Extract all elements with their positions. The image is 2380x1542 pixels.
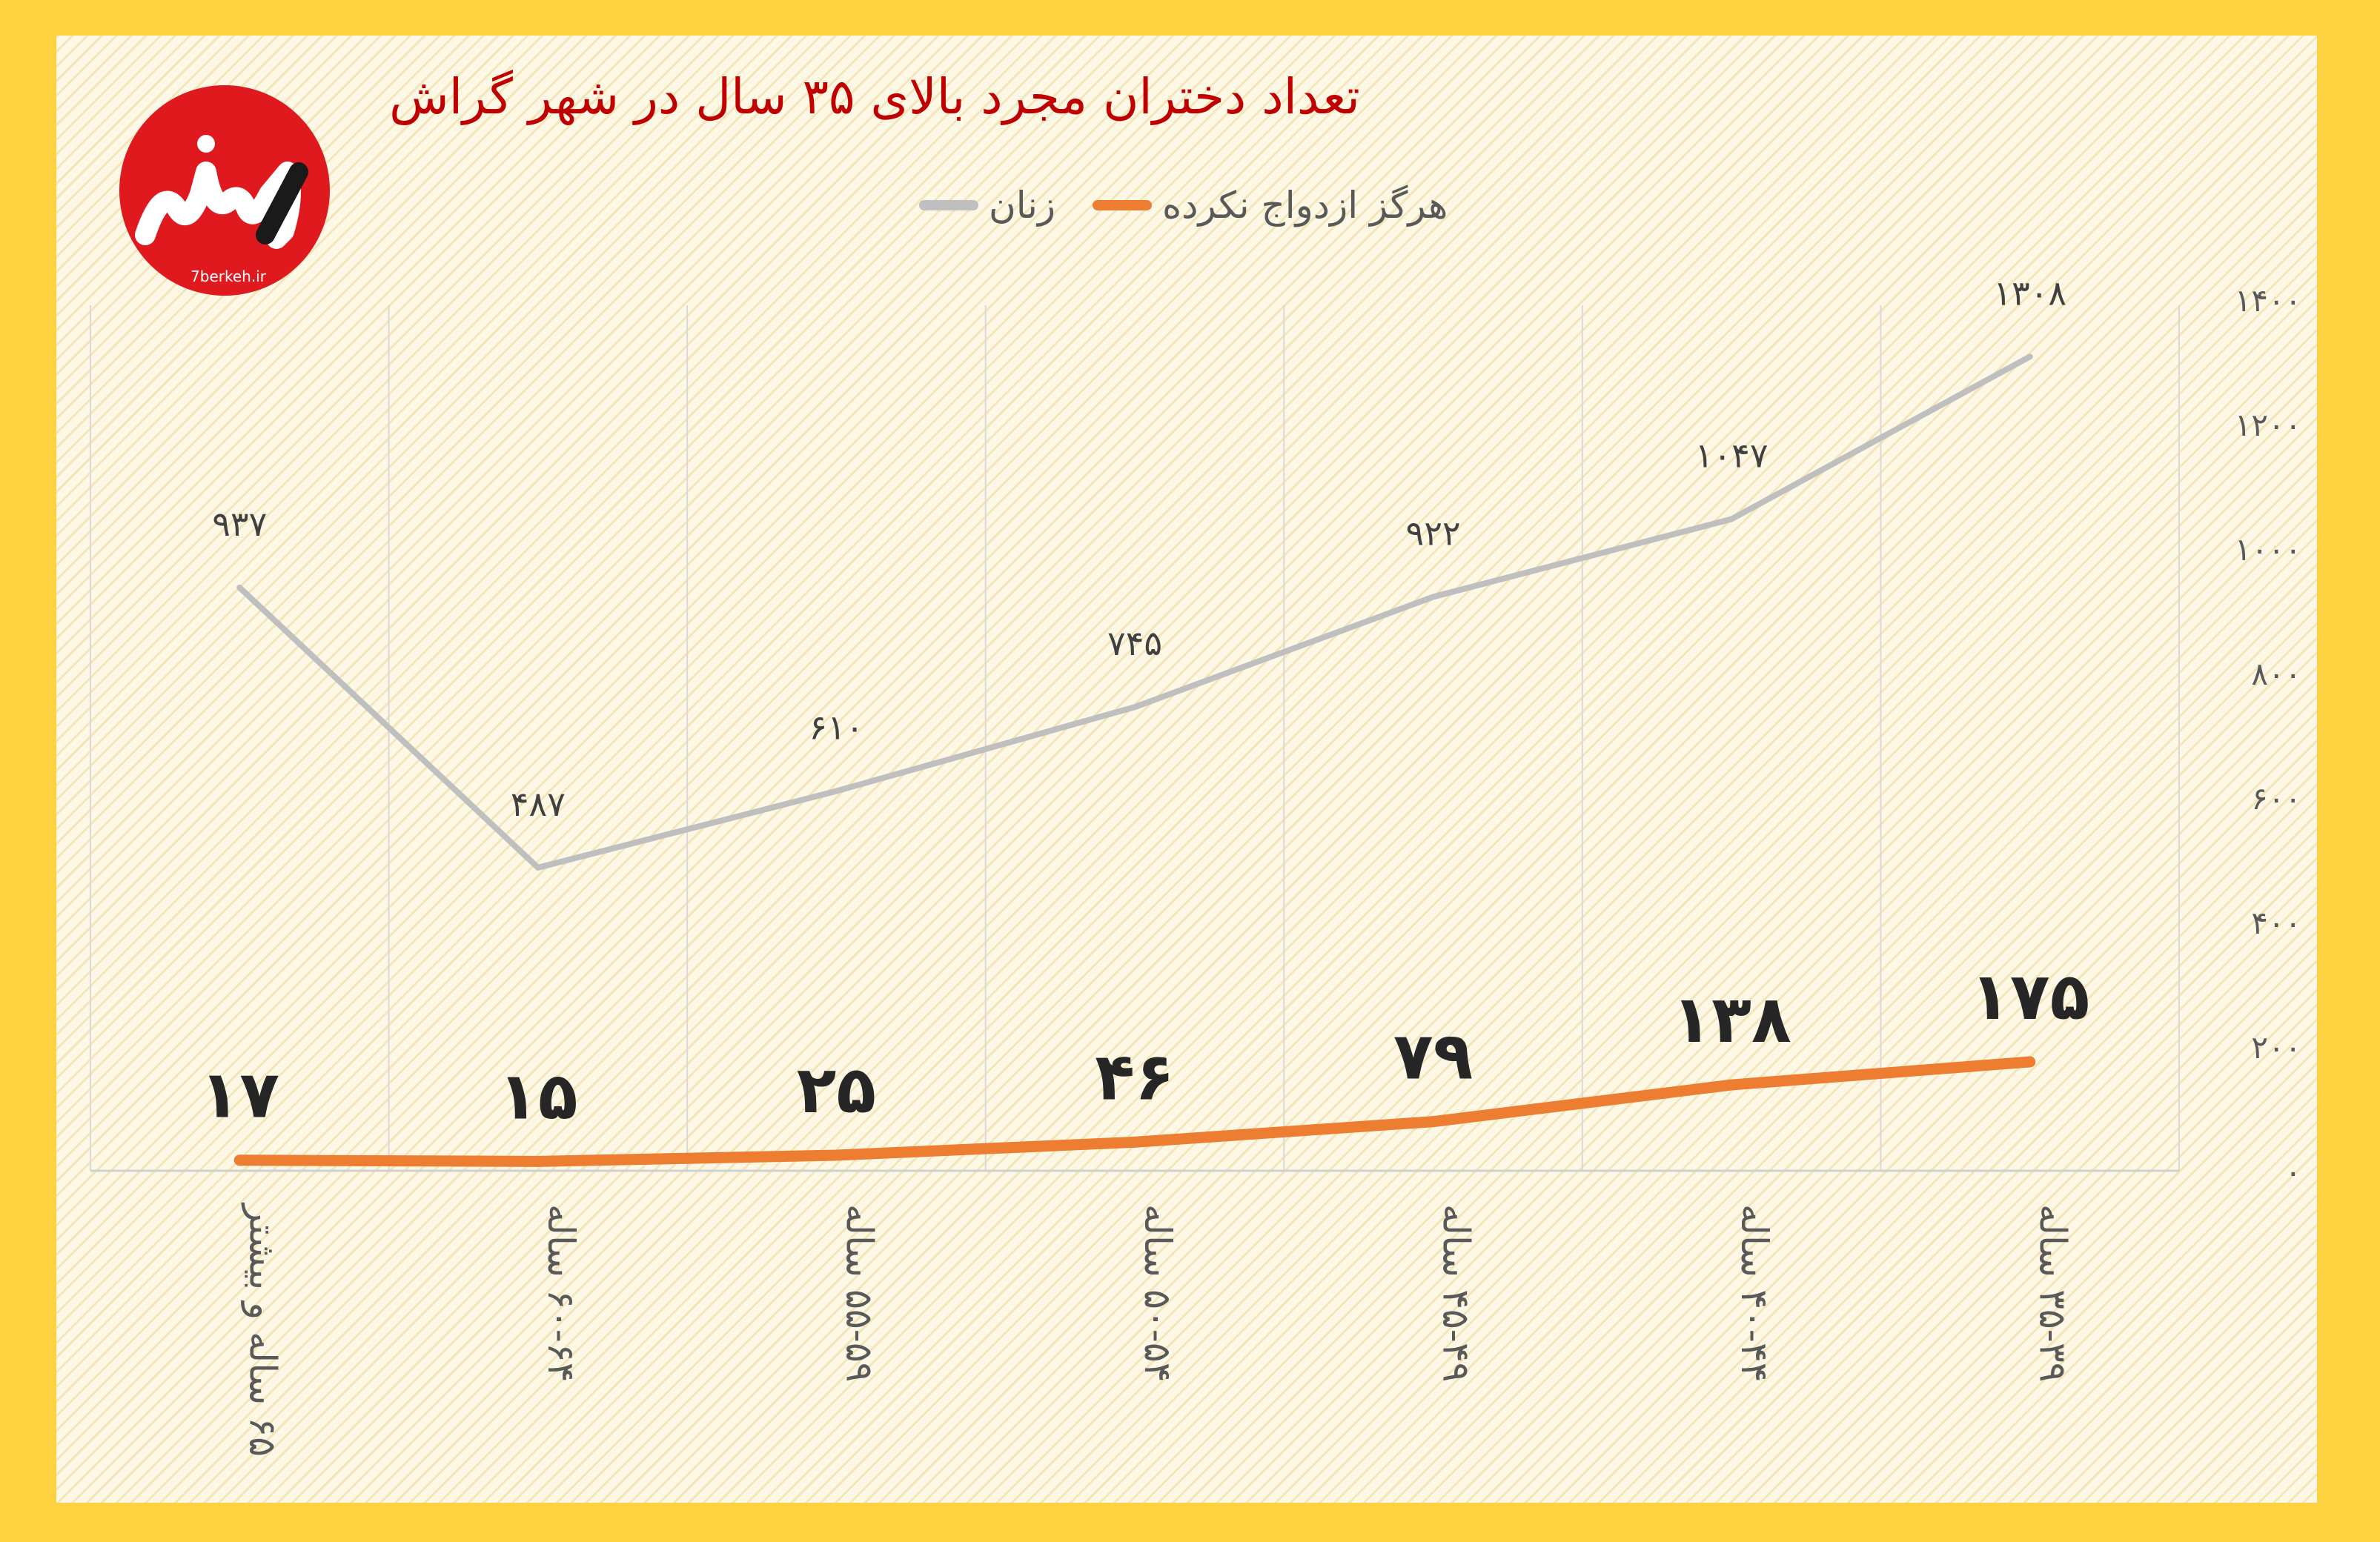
legend-swatch-never-married — [1093, 200, 1153, 210]
x-category-label: ۴۵-۴۹ ساله — [1435, 1204, 1478, 1383]
y-tick-label: ۱۲۰۰ — [2235, 407, 2301, 443]
y-tick-label: ۴۰۰ — [2251, 905, 2301, 941]
data-label-series-1: ۱۵ — [498, 1057, 577, 1134]
y-tick-label: ۱۴۰۰ — [2235, 282, 2301, 319]
x-category-label: ۳۵-۳۹ ساله — [2032, 1204, 2075, 1383]
series-line-0 — [236, 353, 2033, 871]
brand-logo: 7berkeh.ir — [119, 85, 330, 296]
data-labels: ۹۳۷ ۴۸۷ ۶۱۰ ۷۴۵ ۹۲۲ ۱۰۴۷ ۱۳۰۸ ۱۷ ۱۵ ۲۵ ۴۶ ۷۹ ۱۳۸ ۱۷۵ — [200, 273, 2090, 1134]
chart-title: تعداد دختران مجرد بالای ۳۵ سال در شهر گر… — [389, 68, 1360, 125]
legend-item-women: زنان — [919, 184, 1055, 227]
series-line-1 — [233, 1056, 2036, 1167]
legend-label-women: زنان — [989, 184, 1056, 227]
legend-label-never-married: هرگز ازدواج نکرده — [1162, 184, 1448, 227]
data-label-series-0: ۱۰۴۷ — [1695, 436, 1769, 476]
logo-dot — [197, 135, 215, 153]
data-label-series-1: ۱۳۸ — [1672, 981, 1791, 1057]
data-label-series-0: ۴۸۷ — [511, 784, 566, 824]
axes: ۰ ۲۰۰ ۴۰۰ ۶۰۰ ۸۰۰ ۱۰۰۰ ۱۲۰۰ ۱۴۰۰ ۶۵ ساله و بیشتر… — [90, 282, 2301, 1457]
legend: هرگز ازدواج نکرده زنان — [919, 184, 1448, 227]
data-label-series-0: ۱۳۰۸ — [1993, 273, 2066, 313]
x-category-label: ۴۰-۴۴ ساله — [1733, 1204, 1776, 1383]
x-category-label: ۵۵-۵۹ ساله — [838, 1204, 881, 1383]
y-tick-label: ۱۰۰۰ — [2235, 531, 2301, 568]
data-label-series-1: ۴۶ — [1095, 1038, 1174, 1114]
legend-item-never-married: هرگز ازدواج نکرده — [1093, 184, 1448, 227]
logo-check-mark — [256, 162, 308, 245]
data-label-series-0: ۷۴۵ — [1107, 623, 1162, 663]
data-label-series-0: ۹۲۲ — [1406, 514, 1461, 554]
data-label-series-1: ۷۹ — [1393, 1018, 1473, 1094]
grid-lines — [90, 305, 2180, 1171]
data-label-series-1: ۱۷۵ — [1970, 958, 2089, 1034]
y-tick-label: ۸۰۰ — [2251, 656, 2301, 692]
x-category-label: ۶۵ ساله و بیشتر — [240, 1202, 284, 1457]
data-label-series-0: ۶۱۰ — [809, 708, 864, 748]
logo-url-text: 7berkeh.ir — [190, 267, 267, 285]
y-tick-label: ۶۰۰ — [2251, 780, 2301, 817]
x-category-label: ۶۰-۶۴ ساله — [540, 1204, 583, 1383]
legend-swatch-women — [919, 200, 978, 210]
data-label-series-1: ۲۵ — [797, 1051, 876, 1128]
y-tick-label: ۲۰۰ — [2251, 1029, 2301, 1066]
data-label-series-0: ۹۳۷ — [212, 504, 267, 544]
data-label-series-1: ۱۷ — [200, 1057, 279, 1133]
y-tick-label: ۰ — [2284, 1154, 2301, 1190]
chart-panel — [56, 36, 2317, 1503]
series-lines — [233, 353, 2036, 1167]
x-category-label: ۵۰-۵۴ ساله — [1136, 1204, 1179, 1383]
